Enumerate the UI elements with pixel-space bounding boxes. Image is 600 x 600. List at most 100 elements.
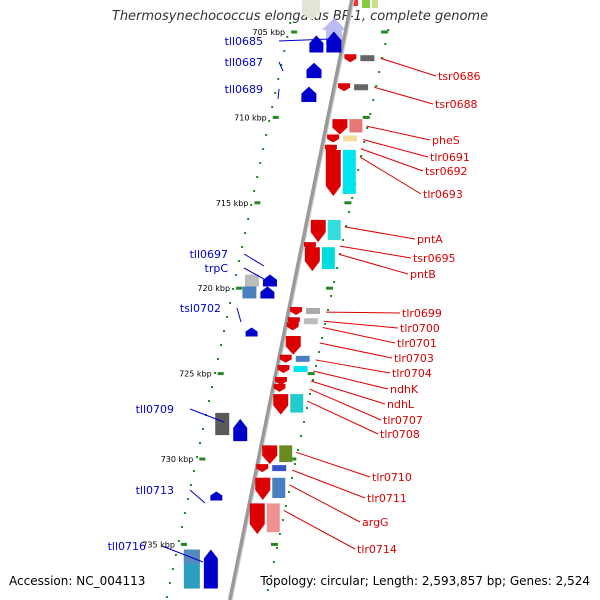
gene-label[interactable]: pheS bbox=[432, 134, 460, 147]
position-label: 715 kbp bbox=[216, 199, 249, 208]
guide-dot-left bbox=[259, 162, 262, 164]
leader-line bbox=[296, 451, 371, 478]
position-tick bbox=[180, 542, 187, 546]
gene-tlr0693[interactable] bbox=[325, 149, 341, 196]
gene-label[interactable]: tsr0692 bbox=[425, 165, 468, 178]
gene-label[interactable]: tll0709 bbox=[136, 403, 174, 416]
guide-dot-right bbox=[321, 337, 324, 339]
guide-dot-left bbox=[201, 428, 204, 430]
gene-tlr0704[interactable] bbox=[279, 354, 292, 363]
gene-tlr0704-box bbox=[295, 355, 310, 362]
gene-label[interactable]: tlr0693 bbox=[423, 188, 463, 201]
gene-pntA[interactable] bbox=[310, 219, 326, 243]
position-tick-right bbox=[289, 457, 297, 461]
gene-trpC[interactable] bbox=[260, 286, 275, 299]
gene-label[interactable]: argG bbox=[362, 516, 389, 529]
guide-dot-right bbox=[375, 85, 378, 87]
gene-label[interactable]: tll0685 bbox=[225, 35, 263, 48]
gene-tlr0710[interactable] bbox=[262, 445, 278, 465]
gene-pntB[interactable] bbox=[304, 247, 320, 272]
guide-dot-left bbox=[211, 386, 214, 388]
gene-label[interactable]: tlr0708 bbox=[380, 428, 420, 441]
gene-tll0716[interactable] bbox=[203, 549, 218, 589]
gene-label[interactable]: tlr0703 bbox=[394, 352, 434, 365]
position-tick bbox=[272, 115, 279, 119]
gene-tll0709[interactable] bbox=[233, 418, 248, 442]
gene-tll0697[interactable] bbox=[262, 274, 277, 287]
gene-label[interactable]: ndhK bbox=[390, 383, 419, 396]
gene-argG[interactable] bbox=[255, 477, 271, 500]
gene-label[interactable]: trpC bbox=[205, 262, 229, 275]
guide-dot-right bbox=[293, 463, 296, 465]
gene-label[interactable]: tll0687 bbox=[225, 56, 263, 69]
gene-tlr0711-box bbox=[272, 465, 287, 472]
gene-label[interactable]: tsl0702 bbox=[180, 302, 221, 315]
gene-ndhK[interactable] bbox=[277, 365, 290, 374]
gene-label[interactable]: tlr0700 bbox=[400, 322, 440, 335]
gene-tll0685[interactable] bbox=[326, 31, 342, 53]
gene-label[interactable]: tll0713 bbox=[136, 484, 174, 497]
map-title: Thermosynechococcus elongatus BP-1, comp… bbox=[111, 9, 489, 24]
gene-label[interactable]: tlr0710 bbox=[372, 471, 412, 484]
gene-label[interactable]: ndhL bbox=[387, 398, 415, 411]
guide-dot-left bbox=[174, 554, 177, 556]
position-tick bbox=[199, 457, 206, 461]
gene-pheS[interactable] bbox=[332, 119, 348, 135]
leader-line bbox=[292, 469, 366, 499]
gene-tlr0711[interactable] bbox=[256, 464, 269, 473]
gene-tlr0691[interactable] bbox=[327, 134, 340, 143]
gene-label[interactable]: tlr0711 bbox=[367, 492, 407, 505]
guide-dot-right bbox=[387, 29, 390, 31]
gene-label[interactable]: tlr0704 bbox=[392, 367, 432, 380]
guide-dot-right bbox=[369, 113, 372, 115]
guide-dot-left bbox=[265, 134, 268, 136]
guide-dot-left bbox=[277, 78, 280, 80]
leader-line bbox=[277, 88, 280, 100]
gene-ndhL[interactable] bbox=[274, 377, 287, 386]
gene-label[interactable]: tll0697 bbox=[190, 248, 228, 261]
guide-dot-left bbox=[217, 358, 220, 360]
leader-line bbox=[189, 489, 206, 504]
guide-dot-right bbox=[345, 225, 348, 227]
gene-label[interactable]: tlr0699 bbox=[402, 307, 442, 320]
gene-label[interactable]: tll0716 bbox=[108, 540, 146, 553]
gene-label[interactable]: pntA bbox=[417, 233, 443, 246]
gene-tsl0702[interactable] bbox=[245, 327, 258, 337]
leader-line bbox=[325, 311, 401, 314]
gene-tsr0686-box bbox=[360, 55, 375, 62]
gene-tll0713[interactable] bbox=[210, 491, 223, 501]
gene-tlr0708[interactable] bbox=[273, 394, 289, 415]
gene-tlr0701[interactable] bbox=[286, 322, 299, 331]
gene-label[interactable]: tll0689 bbox=[225, 83, 263, 96]
position-label: 730 kbp bbox=[161, 455, 194, 464]
gene-label[interactable]: tsr0688 bbox=[435, 98, 478, 111]
guide-dot-left bbox=[283, 50, 286, 52]
gene-tll0689[interactable] bbox=[301, 86, 317, 103]
guide-dot-right bbox=[296, 449, 299, 451]
gene-label[interactable]: pntB bbox=[410, 268, 436, 281]
gene-tll0685-pair[interactable] bbox=[309, 35, 324, 53]
gene-tlr0691-box bbox=[343, 135, 358, 142]
gene-tlr0699[interactable] bbox=[289, 306, 302, 315]
gene-tlr0714[interactable] bbox=[249, 503, 265, 535]
gene-label[interactable]: tsr0695 bbox=[413, 252, 456, 265]
faint-gene-top-lime bbox=[372, 0, 378, 8]
leader-line bbox=[243, 253, 265, 267]
gene-tlr0703[interactable] bbox=[285, 336, 301, 355]
gene-tlr0707[interactable] bbox=[273, 383, 286, 392]
gene-label[interactable]: tlr0714 bbox=[357, 543, 397, 556]
guide-dot-left bbox=[165, 596, 168, 598]
gene-tsr0688[interactable] bbox=[338, 83, 351, 92]
gene-tll0687[interactable] bbox=[306, 62, 322, 79]
guide-dot-right bbox=[315, 365, 318, 367]
gene-label[interactable]: tsr0686 bbox=[438, 70, 481, 83]
gene-label[interactable]: tlr0701 bbox=[397, 337, 437, 350]
guide-dot-right bbox=[266, 589, 269, 591]
gene-tsr0686[interactable] bbox=[344, 54, 357, 63]
leader-line bbox=[283, 509, 356, 550]
gene-tlr0699-box bbox=[305, 307, 320, 314]
gene-label[interactable]: tlr0691 bbox=[430, 151, 470, 164]
gene-pntA-box bbox=[327, 219, 341, 241]
gene-label[interactable]: tlr0707 bbox=[383, 414, 423, 427]
guide-dot-right bbox=[278, 533, 281, 535]
